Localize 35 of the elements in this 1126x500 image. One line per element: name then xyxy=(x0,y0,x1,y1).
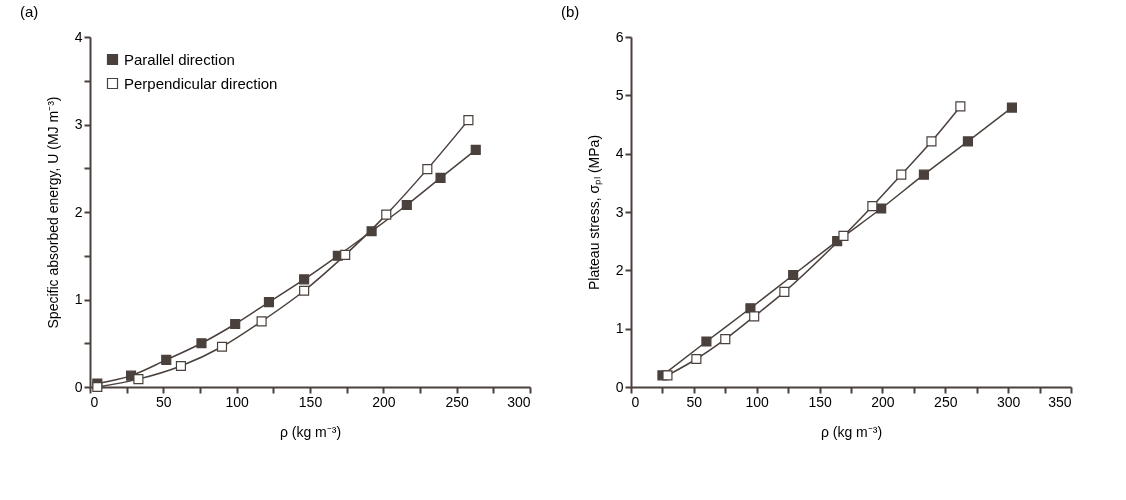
y-axis-title: Plateau stress, σₚₗ (MPa) xyxy=(585,134,603,291)
y-tick-label: 3 xyxy=(74,116,83,132)
x-axis-title: ρ (kg m⁻³) xyxy=(820,423,883,440)
y-tick-label: 1 xyxy=(74,291,83,307)
x-tick-label: 0 xyxy=(631,393,640,410)
y-tick-label: 2 xyxy=(615,261,624,278)
x-tick-label: 250 xyxy=(934,393,958,410)
x-tick-label: 50 xyxy=(686,393,703,410)
x-tick-label: 100 xyxy=(225,393,250,410)
y-tick-label: 5 xyxy=(615,86,624,103)
x-tick-label: 300 xyxy=(996,393,1021,410)
x-tick-label: 300 xyxy=(507,393,531,410)
y-tick-label: 0 xyxy=(615,378,624,395)
chart-title: (b) xyxy=(561,3,580,20)
x-tick-label: 0 xyxy=(90,393,99,410)
y-tick-label: 2 xyxy=(74,203,83,220)
x-tick-label: 150 xyxy=(298,393,323,410)
x-tick-label: 100 xyxy=(745,393,770,410)
x-tick-label: 250 xyxy=(445,393,470,410)
y-axis-title: Specific absorbed energy, U (MJ m⁻³) xyxy=(44,96,61,329)
y-tick-label: 0 xyxy=(74,378,83,395)
x-tick-label: 350 xyxy=(1048,393,1072,410)
x-axis-title: ρ (kg m⁻³) xyxy=(279,423,342,440)
x-tick-label: 200 xyxy=(871,393,895,410)
legend-label: Parallel direction xyxy=(124,50,235,68)
legend-label: Perpendicular direction xyxy=(124,74,278,92)
x-tick-label: 50 xyxy=(156,393,172,410)
y-tick-label: 4 xyxy=(74,28,83,45)
y-tick-label: 3 xyxy=(615,203,624,220)
y-tick-label: 4 xyxy=(615,145,624,162)
chart-title: (a) xyxy=(20,3,39,20)
y-tick-label: 1 xyxy=(615,320,624,337)
y-tick-label: 6 xyxy=(615,28,624,45)
x-tick-label: 200 xyxy=(372,393,396,410)
x-tick-label: 150 xyxy=(808,393,832,410)
